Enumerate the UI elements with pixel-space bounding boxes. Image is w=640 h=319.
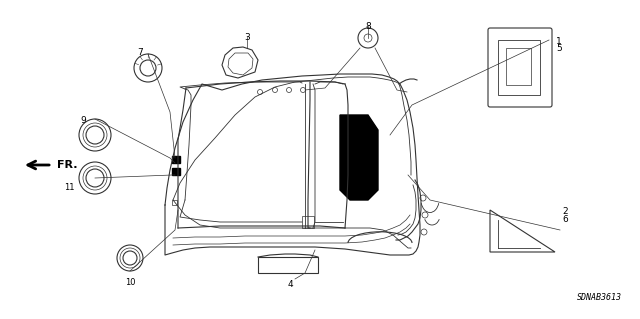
Bar xyxy=(172,200,177,205)
Bar xyxy=(172,168,180,175)
Text: 7: 7 xyxy=(137,48,143,57)
Text: 6: 6 xyxy=(562,215,568,224)
Bar xyxy=(172,156,180,163)
Text: SDNAB3613: SDNAB3613 xyxy=(577,293,622,302)
Text: 3: 3 xyxy=(244,33,250,42)
Text: 4: 4 xyxy=(287,280,293,289)
Polygon shape xyxy=(340,115,378,200)
Text: 8: 8 xyxy=(365,22,371,31)
Text: 1: 1 xyxy=(556,37,562,46)
Text: 9: 9 xyxy=(80,116,86,125)
Text: 10: 10 xyxy=(125,278,135,287)
Text: 5: 5 xyxy=(556,44,562,53)
Bar xyxy=(498,40,540,95)
Text: 2: 2 xyxy=(562,207,568,216)
Text: 11: 11 xyxy=(65,183,75,192)
Text: FR.: FR. xyxy=(57,160,77,170)
Bar xyxy=(302,216,314,228)
Bar xyxy=(506,48,531,85)
